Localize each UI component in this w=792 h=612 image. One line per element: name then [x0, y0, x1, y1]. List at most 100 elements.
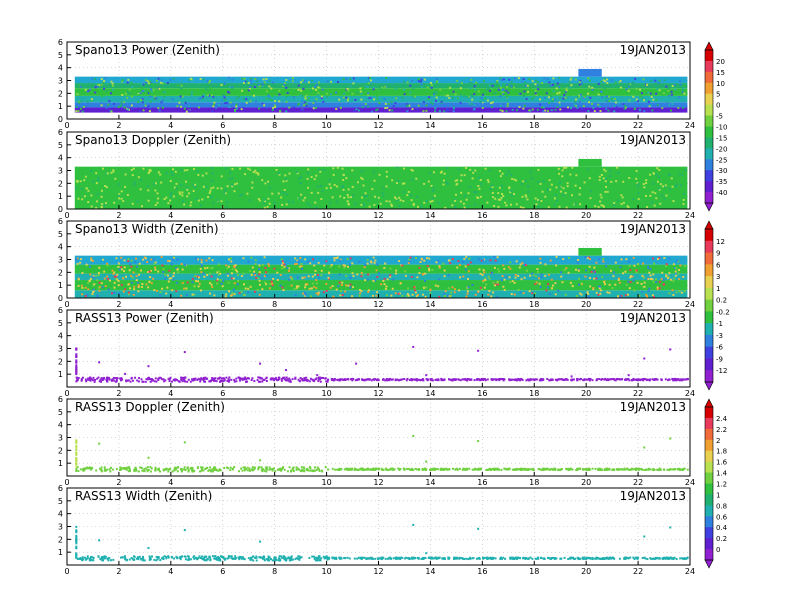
scatter-point	[527, 468, 530, 471]
heatmap-cell	[298, 197, 301, 200]
heatmap-cell	[208, 79, 211, 82]
scatter-point	[543, 557, 546, 560]
scatter-point	[318, 468, 321, 471]
scatter-point	[186, 467, 189, 470]
heatmap-cell	[490, 295, 493, 298]
scatter-point	[129, 380, 132, 383]
heatmap-cell	[627, 206, 630, 209]
heatmap-cell	[603, 281, 606, 284]
heatmap-cell	[264, 182, 267, 185]
scatter-point	[576, 556, 579, 559]
heatmap-cell	[438, 278, 441, 281]
heatmap-cell	[202, 272, 205, 275]
heatmap-cell	[153, 182, 156, 185]
heatmap-cell	[185, 186, 188, 189]
heatmap-cell	[325, 289, 328, 292]
heatmap-cell	[281, 286, 284, 289]
scatter-point	[219, 559, 222, 562]
heatmap-cell	[274, 102, 277, 105]
heatmap-cell	[446, 182, 449, 185]
heatmap-cell	[157, 171, 160, 174]
heatmap-cell	[75, 106, 78, 109]
heatmap-cell	[600, 90, 603, 93]
scatter-point	[237, 376, 240, 379]
heatmap-cell	[527, 190, 530, 193]
heatmap-cell	[128, 92, 131, 95]
heatmap-cell	[283, 188, 286, 191]
heatmap-cell	[122, 277, 125, 280]
heatmap-cell	[305, 103, 308, 106]
scatter-point	[176, 470, 179, 473]
heatmap-cell	[180, 294, 183, 297]
heatmap-cell	[662, 94, 665, 97]
heatmap-cell	[425, 200, 428, 203]
heatmap-cell	[368, 77, 371, 79]
heatmap-cell	[565, 90, 568, 93]
heatmap-cell	[645, 179, 648, 182]
heatmap-cell	[306, 202, 309, 205]
scatter-point	[116, 377, 119, 380]
heatmap-cell	[112, 88, 115, 91]
heatmap-cell	[227, 258, 230, 261]
heatmap-cell	[135, 279, 138, 282]
heatmap-cell	[125, 275, 128, 278]
heatmap-cell	[309, 262, 312, 265]
heatmap-cell	[262, 78, 265, 81]
heatmap-cell	[469, 81, 472, 84]
heatmap-cell	[315, 174, 318, 177]
scatter-point	[388, 379, 391, 382]
scatter-point	[108, 468, 111, 471]
heatmap-cell	[358, 294, 361, 297]
scatter-point	[168, 378, 171, 381]
scatter-point	[169, 467, 172, 470]
heatmap-cell	[77, 110, 80, 112]
heatmap-cell	[276, 271, 279, 274]
heatmap-cell	[438, 110, 441, 113]
heatmap-cell	[413, 286, 416, 289]
heatmap-cell	[285, 86, 288, 89]
heatmap-cell	[652, 257, 655, 260]
heatmap-cell	[187, 105, 190, 108]
heatmap-cell	[252, 77, 255, 80]
colorbar-swatch	[705, 505, 713, 517]
scatter-point	[666, 556, 669, 559]
heatmap-cell	[403, 167, 406, 170]
heatmap-cell	[196, 258, 199, 261]
scatter-point	[273, 379, 276, 382]
heatmap-cell	[347, 89, 350, 92]
heatmap-cell	[303, 104, 306, 107]
heatmap-cell	[378, 102, 381, 105]
y-tick-label: 3	[58, 434, 63, 443]
heatmap-cell	[560, 271, 563, 274]
heatmap-cell	[539, 103, 542, 106]
heatmap-cell	[195, 258, 198, 261]
scatter-point	[105, 376, 108, 379]
scatter-point	[336, 378, 339, 381]
heatmap-cell	[120, 266, 123, 269]
scatter-point	[220, 380, 223, 383]
scatter-point	[380, 556, 383, 559]
heatmap-cell	[595, 261, 598, 264]
colorbar-label: 2.2	[716, 426, 727, 434]
scatter-point	[453, 378, 456, 381]
scatter-point	[371, 557, 374, 560]
scatter-point	[271, 469, 274, 472]
heatmap-cell	[313, 285, 316, 288]
heatmap-cell	[129, 263, 132, 266]
scatter-point	[642, 378, 645, 381]
heatmap-cell	[140, 83, 143, 86]
heatmap-cell	[374, 279, 377, 282]
heatmap-cell	[477, 185, 480, 187]
heatmap-cell	[212, 103, 215, 106]
heatmap-cell	[602, 177, 605, 180]
heatmap-cell	[247, 81, 250, 84]
colorbar-label: 3	[716, 273, 720, 281]
heatmap-cell	[484, 167, 487, 170]
heatmap-cell	[559, 104, 562, 107]
heatmap-cell	[655, 173, 658, 176]
heatmap-cell	[224, 295, 227, 298]
heatmap-cell	[558, 172, 561, 175]
scatter-point	[254, 557, 257, 560]
heatmap-cell	[483, 271, 486, 274]
